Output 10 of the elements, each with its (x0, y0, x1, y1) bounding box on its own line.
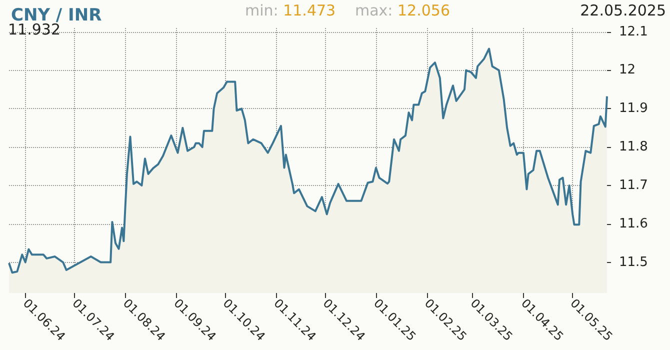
y-tick-label: 12.1 (619, 24, 648, 40)
text: 22.05.2025 (580, 2, 666, 20)
y-tick-label: 11.6 (619, 216, 648, 232)
y-tick-label: 12 (619, 62, 636, 78)
y-tick-label: 11.9 (619, 101, 648, 116)
y-tick-label: 11.5 (619, 254, 648, 270)
text: min: 11.473 (245, 2, 336, 20)
y-tick-label: 11.7 (619, 178, 648, 193)
text: max: 12.056 (355, 2, 450, 20)
y-tick-label: 11.8 (619, 140, 648, 155)
